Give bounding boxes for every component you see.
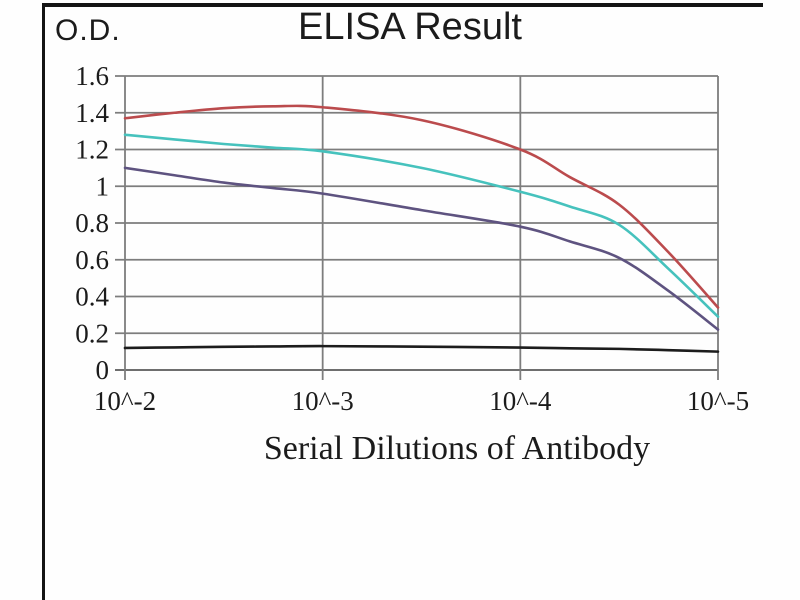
svg-text:0.8: 0.8 xyxy=(75,208,109,238)
svg-text:1.6: 1.6 xyxy=(75,61,109,91)
figure-frame-left xyxy=(42,3,45,600)
svg-text:0.6: 0.6 xyxy=(75,245,109,275)
svg-text:10^-5: 10^-5 xyxy=(687,386,749,416)
svg-text:0.2: 0.2 xyxy=(75,318,109,348)
svg-text:10^-2: 10^-2 xyxy=(94,386,156,416)
svg-text:10^-4: 10^-4 xyxy=(489,386,552,416)
svg-text:10^-3: 10^-3 xyxy=(292,386,354,416)
svg-text:1.4: 1.4 xyxy=(75,98,109,128)
svg-text:0: 0 xyxy=(96,355,110,385)
figure-frame-top xyxy=(42,3,763,7)
chart-title: ELISA Result xyxy=(298,6,522,48)
chart-legend: Control Antigen = 100ng Antigen= 10ng An… xyxy=(0,490,800,590)
y-axis-unit-label: O.D. xyxy=(55,14,121,47)
svg-text:1: 1 xyxy=(96,171,110,201)
svg-text:1.2: 1.2 xyxy=(75,135,109,165)
x-axis-title: Serial Dilutions of Antibody xyxy=(263,430,651,467)
svg-text:0.4: 0.4 xyxy=(75,282,109,312)
